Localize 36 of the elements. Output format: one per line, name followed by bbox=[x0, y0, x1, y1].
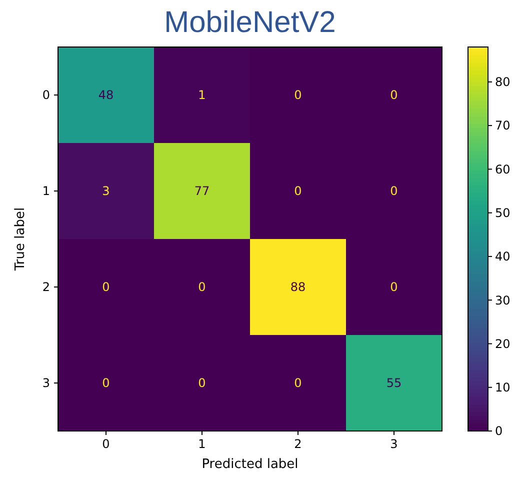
data-label: 0 bbox=[390, 184, 398, 198]
color-bar-label: 20 bbox=[495, 336, 510, 351]
data-label: 0 bbox=[294, 88, 302, 102]
data-label: 0 bbox=[198, 280, 206, 294]
color-bar-label: 40 bbox=[495, 250, 510, 264]
data-label: 0 bbox=[102, 280, 110, 294]
data-label: 1 bbox=[198, 88, 206, 102]
y-tick-label: 0 bbox=[42, 88, 50, 102]
y-tick-label: 3 bbox=[42, 376, 50, 390]
chart-title: MobileNetV2 bbox=[164, 6, 336, 39]
data-label: 0 bbox=[102, 376, 110, 390]
x-axis-title: Predicted label bbox=[202, 457, 298, 472]
data-label: 55 bbox=[386, 376, 402, 390]
color-bar-label: 50 bbox=[495, 206, 510, 220]
x-tick-label: 3 bbox=[390, 437, 398, 451]
color-bar-label: 0 bbox=[495, 424, 503, 438]
x-tick-label: 2 bbox=[294, 437, 302, 451]
data-label: 3 bbox=[102, 184, 110, 198]
data-label: 0 bbox=[198, 376, 206, 390]
data-label: 0 bbox=[390, 88, 398, 102]
data-label: 0 bbox=[294, 376, 302, 390]
data-label: 88 bbox=[290, 280, 306, 294]
y-tick-label: 2 bbox=[42, 280, 50, 294]
color-bar-label: 30 bbox=[495, 293, 510, 308]
data-label: 0 bbox=[294, 184, 302, 198]
y-axis-title: True label bbox=[13, 207, 28, 272]
color-bar-label: 10 bbox=[495, 380, 510, 395]
color-bar-label: 70 bbox=[495, 118, 510, 133]
data-label: 48 bbox=[98, 88, 114, 102]
color-bar-label: 60 bbox=[495, 162, 510, 176]
color-bar-label: 80 bbox=[495, 75, 510, 90]
x-tick-label: 1 bbox=[198, 437, 206, 451]
data-label: 77 bbox=[194, 184, 210, 198]
x-tick-label: 0 bbox=[102, 437, 110, 451]
y-tick-label: 1 bbox=[42, 184, 50, 198]
data-label: 0 bbox=[390, 280, 398, 294]
